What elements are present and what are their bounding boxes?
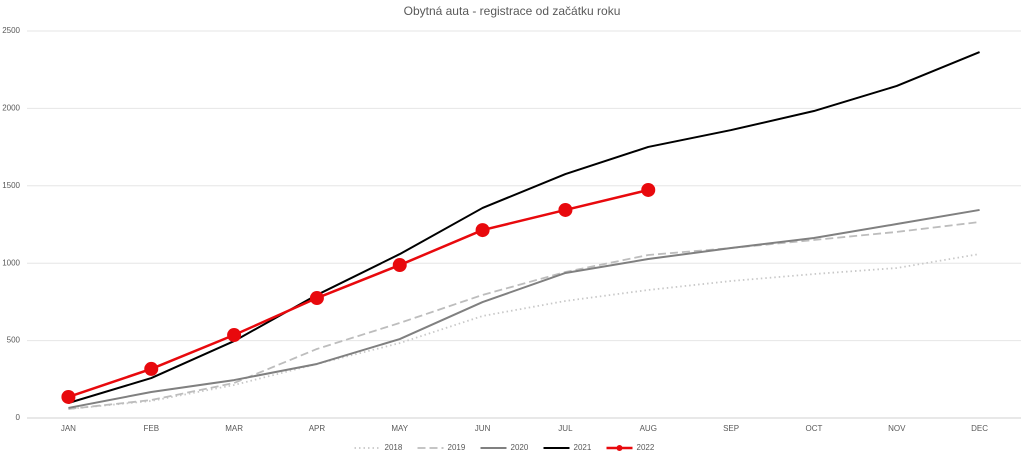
x-tick-label: FEB [143,424,159,433]
x-tick-label: DEC [971,424,988,433]
series-line [68,253,980,410]
legend-label: 2020 [511,443,529,452]
y-tick-label: 500 [7,336,21,345]
series-marker [641,182,656,197]
series-marker [227,328,242,343]
series-marker [475,223,490,238]
legend-label: 2018 [385,443,403,452]
series-line [68,51,980,404]
y-tick-label: 1500 [2,181,20,190]
x-tick-label: APR [309,424,326,433]
legend-label: 2019 [448,443,466,452]
series-marker [144,361,159,376]
x-tick-label: SEP [723,424,739,433]
legend-label: 2022 [637,443,655,452]
series-line [68,221,980,410]
series-line [68,208,980,409]
y-tick-label: 0 [16,413,21,422]
series-marker [558,202,573,217]
x-tick-label: MAY [391,424,408,433]
x-tick-label: OCT [805,424,822,433]
x-tick-label: AUG [640,424,657,433]
legend-label: 2021 [574,443,592,452]
y-tick-label: 2000 [2,104,20,113]
x-tick-label: MAR [225,424,243,433]
series-marker [309,291,324,306]
x-tick-label: JUL [558,424,573,433]
y-tick-label: 1000 [2,258,20,267]
series-marker [61,389,76,404]
x-tick-label: JAN [61,424,76,433]
y-tick-label: 2500 [2,26,20,35]
series-marker [392,258,407,273]
legend-marker [616,445,623,451]
x-tick-label: JUN [475,424,491,433]
series-line [68,188,649,399]
x-tick-label: NOV [888,424,906,433]
chart-title: Obytná auta - registrace od začátku roku [404,4,621,18]
